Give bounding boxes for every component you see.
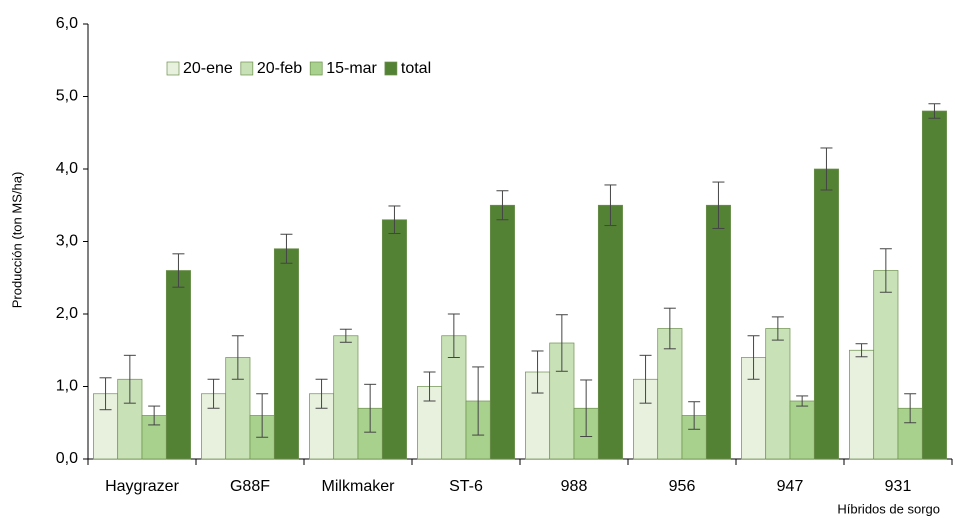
error-bar — [423, 371, 436, 402]
error-bar — [796, 395, 809, 407]
x-tick-label: 956 — [669, 478, 696, 495]
y-tick-label: 6,0 — [56, 15, 78, 32]
legend-label: 15-mar — [326, 60, 377, 77]
legend-swatch — [240, 61, 254, 76]
error-bar — [580, 379, 593, 438]
error-bar — [712, 181, 725, 229]
y-tick-label: 3,0 — [56, 233, 78, 250]
bar — [849, 349, 875, 460]
error-bar — [688, 401, 701, 430]
error-bar — [148, 405, 161, 426]
error-bar — [604, 184, 617, 227]
error-bar — [820, 147, 833, 191]
y-tick-label: 5,0 — [56, 88, 78, 105]
bar — [789, 400, 815, 460]
bar — [921, 110, 947, 460]
x-tick-label: 931 — [885, 478, 912, 495]
x-tick-label: 988 — [561, 478, 588, 495]
bar — [657, 328, 683, 460]
error-bar — [531, 350, 544, 394]
legend-label: 20-ene — [183, 60, 233, 77]
bar — [333, 335, 359, 460]
error-bar — [555, 314, 568, 372]
x-tick-label: Milkmaker — [322, 478, 396, 495]
y-tick-label: 4,0 — [56, 160, 78, 177]
bar — [273, 248, 299, 460]
bar — [765, 328, 791, 460]
error-bar — [747, 335, 760, 380]
bar — [489, 204, 515, 460]
error-bar — [172, 253, 185, 288]
y-axis-title: Producción (ton MS/ha) — [9, 172, 24, 309]
x-axis-title: Híbridos de sorgo — [837, 501, 940, 516]
error-bar — [904, 393, 917, 424]
bar — [597, 204, 623, 460]
error-bar — [771, 316, 784, 341]
bar — [381, 219, 407, 460]
legend-label: total — [401, 60, 431, 77]
x-tick-label: ST-6 — [449, 478, 483, 495]
y-tick-label: 1,0 — [56, 378, 78, 395]
error-bar — [207, 378, 220, 409]
error-bar — [280, 233, 293, 264]
x-tick-label: 947 — [777, 478, 804, 495]
error-bar — [231, 335, 244, 380]
error-bar — [123, 354, 136, 404]
error-bar — [855, 343, 868, 358]
y-tick-label: 2,0 — [56, 305, 78, 322]
x-tick-label: G88F — [230, 478, 270, 495]
bar — [165, 270, 191, 460]
error-bar — [388, 205, 401, 235]
error-bar — [339, 328, 352, 343]
error-bar — [256, 393, 269, 438]
legend-swatch — [166, 61, 180, 76]
bar — [813, 168, 839, 460]
error-bar — [447, 313, 460, 358]
error-bar — [364, 383, 377, 433]
error-bar — [496, 190, 509, 221]
error-bar — [879, 248, 892, 293]
error-bar — [639, 354, 652, 404]
error-bar — [99, 377, 112, 411]
bar — [705, 204, 731, 460]
x-tick-label: Haygrazer — [105, 478, 179, 495]
error-bar — [472, 366, 485, 436]
error-bar — [928, 103, 941, 119]
legend-swatch — [309, 61, 323, 76]
legend-label: 20-feb — [257, 60, 302, 77]
y-tick-label: 0,0 — [56, 450, 78, 467]
error-bar — [663, 307, 676, 350]
bar — [873, 270, 899, 460]
legend-swatch — [384, 61, 398, 76]
error-bar — [315, 378, 328, 409]
